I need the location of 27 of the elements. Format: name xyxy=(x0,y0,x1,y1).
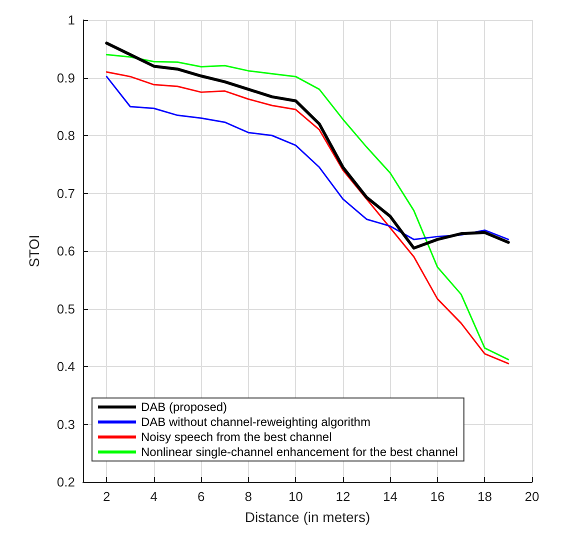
legend-label: DAB without channel-reweighting algorithm xyxy=(141,415,370,429)
y-tick-label: 0.3 xyxy=(56,416,75,432)
line-series xyxy=(106,76,510,240)
y-tick-label: 0.8 xyxy=(56,128,75,143)
y-tick-label: 0.9 xyxy=(56,70,75,86)
legend-label: DAB (proposed) xyxy=(141,400,228,414)
x-axis-title: Distance (in meters) xyxy=(244,509,370,525)
y-tick-label: 1 xyxy=(68,12,75,28)
y-tick-label: 0.6 xyxy=(56,244,75,258)
y-tick-label: 0.5 xyxy=(56,301,75,316)
legend-label: Noisy speech from the best channel xyxy=(141,430,332,444)
y-tick-label: 0.7 xyxy=(56,186,75,201)
x-tick-label: 2 xyxy=(103,489,110,504)
x-tick-label: 16 xyxy=(430,489,445,504)
legend-label: Nonlinear single-channel enhancement for the best channel xyxy=(141,445,458,459)
y-tick-label: 0.4 xyxy=(56,359,75,374)
x-tick-label: 12 xyxy=(336,489,350,504)
x-tick-label: 8 xyxy=(244,489,252,504)
x-tick-label: 4 xyxy=(150,489,158,504)
y-tick-label: 0.2 xyxy=(56,474,75,490)
x-tick-label: 20 xyxy=(524,489,540,504)
x-tick-label: 14 xyxy=(382,489,398,504)
x-tick-label: 18 xyxy=(478,489,492,504)
y-axis-title: STOI xyxy=(26,234,42,268)
line-series xyxy=(105,42,510,250)
x-tick-label: 6 xyxy=(198,489,205,504)
x-tick-label: 10 xyxy=(288,489,303,504)
